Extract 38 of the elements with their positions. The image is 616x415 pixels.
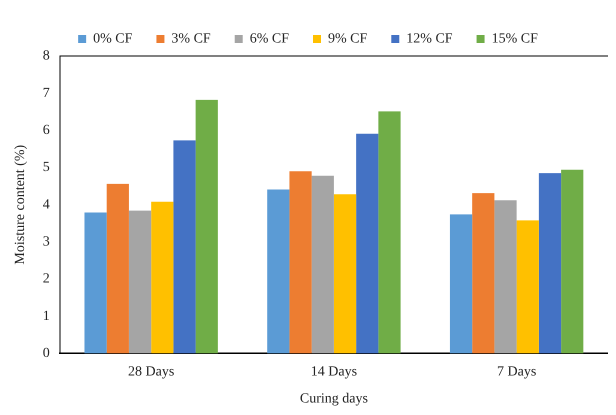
y-tick-label: 1	[42, 308, 50, 324]
x-tick-label: 7 Days	[496, 364, 536, 380]
bar	[128, 210, 152, 354]
legend-label: 0% CF	[93, 32, 133, 47]
bar	[450, 214, 472, 354]
bar	[106, 184, 129, 354]
y-tick-label: 4	[42, 197, 50, 212]
y-tick-label: 5	[42, 160, 50, 176]
bar	[494, 200, 517, 354]
y-tick-label: 8	[42, 48, 50, 64]
y-tick-label: 0	[42, 346, 50, 362]
y-tick-label: 2	[42, 272, 50, 287]
legend-label: 6% CF	[250, 32, 290, 47]
bar	[561, 170, 584, 354]
bar	[378, 111, 401, 354]
legend-label: 9% CF	[328, 32, 368, 47]
bar	[538, 173, 562, 354]
bar	[267, 189, 290, 354]
y-tick-label: 3	[42, 234, 50, 250]
bar	[356, 134, 378, 354]
y-axis-title: Moisture content (%)	[13, 144, 28, 265]
bar	[289, 171, 312, 354]
legend-label: 12% CF	[406, 32, 453, 47]
bar	[516, 220, 539, 354]
bar	[312, 176, 334, 354]
x-tick-label: 28 Days	[128, 364, 174, 380]
bar	[84, 212, 107, 354]
bar	[151, 202, 174, 354]
bar	[334, 194, 356, 354]
legend-label: 15% CF	[492, 32, 538, 47]
y-tick-label: 6	[42, 123, 50, 138]
bar	[173, 140, 196, 354]
x-axis-title: Curing days	[300, 391, 368, 406]
x-tick-label: 14 Days	[310, 364, 358, 380]
bar	[196, 100, 218, 354]
bar	[472, 193, 494, 354]
y-tick-label: 7	[42, 86, 50, 101]
legend-label: 3% CF	[171, 32, 211, 47]
